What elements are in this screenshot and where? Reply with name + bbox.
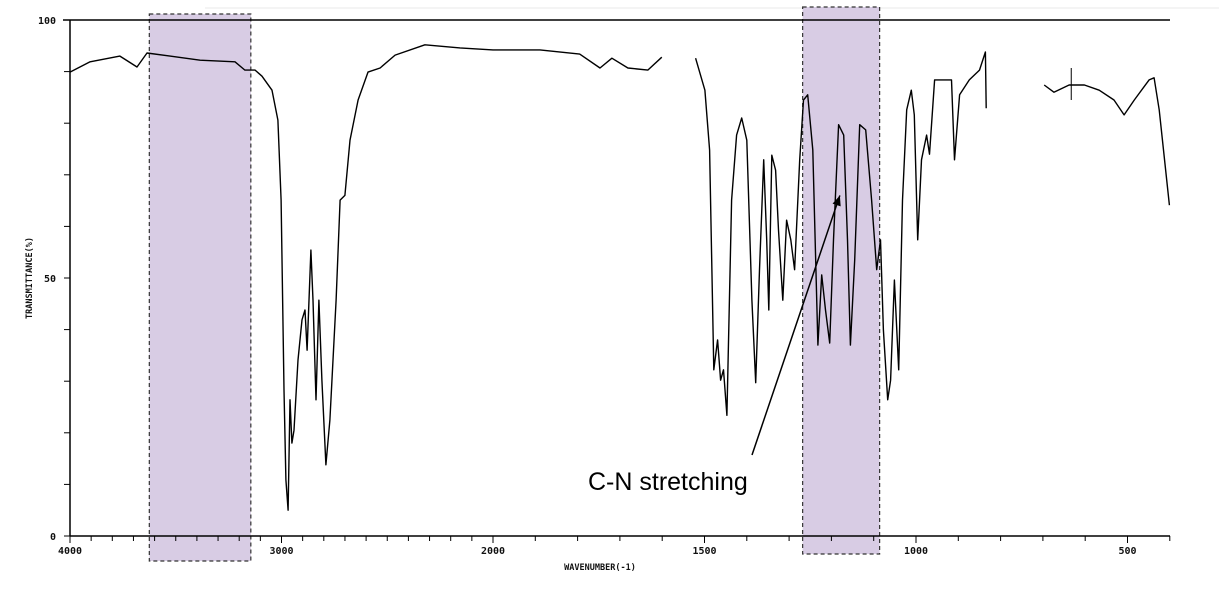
x-tick-label: 2000 bbox=[481, 546, 505, 557]
y-tick-label: 100 bbox=[38, 16, 56, 27]
x-tick-label: 500 bbox=[1118, 546, 1136, 557]
highlight-region-3625-3145 bbox=[148, 13, 252, 562]
arrowhead-icon bbox=[832, 195, 841, 207]
x-axis-title: WAVENUMBER(-1) bbox=[564, 563, 636, 573]
x-tick-label: 1000 bbox=[904, 546, 928, 557]
spectrum-line-segment-1 bbox=[69, 44, 663, 511]
spectrum-line-segment-3 bbox=[1043, 77, 1171, 206]
x-tick-label: 4000 bbox=[58, 546, 82, 557]
annotation-label: C-N stretching bbox=[588, 468, 748, 496]
highlight-region-1268-1086 bbox=[802, 6, 881, 555]
annotation-arrow bbox=[751, 195, 841, 456]
x-tick-label: 3000 bbox=[269, 546, 293, 557]
y-tick-label: 50 bbox=[44, 274, 56, 285]
spectrum-line-segment-2 bbox=[694, 51, 987, 416]
x-tick-label: 1500 bbox=[692, 546, 716, 557]
y-axis-title: TRANSMITTANCE(%) bbox=[25, 237, 35, 319]
y-tick-label: 0 bbox=[50, 532, 56, 543]
